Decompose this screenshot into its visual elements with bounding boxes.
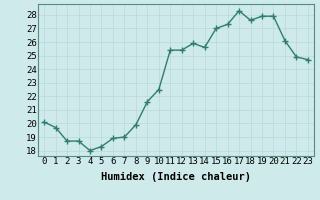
X-axis label: Humidex (Indice chaleur): Humidex (Indice chaleur) (101, 172, 251, 182)
